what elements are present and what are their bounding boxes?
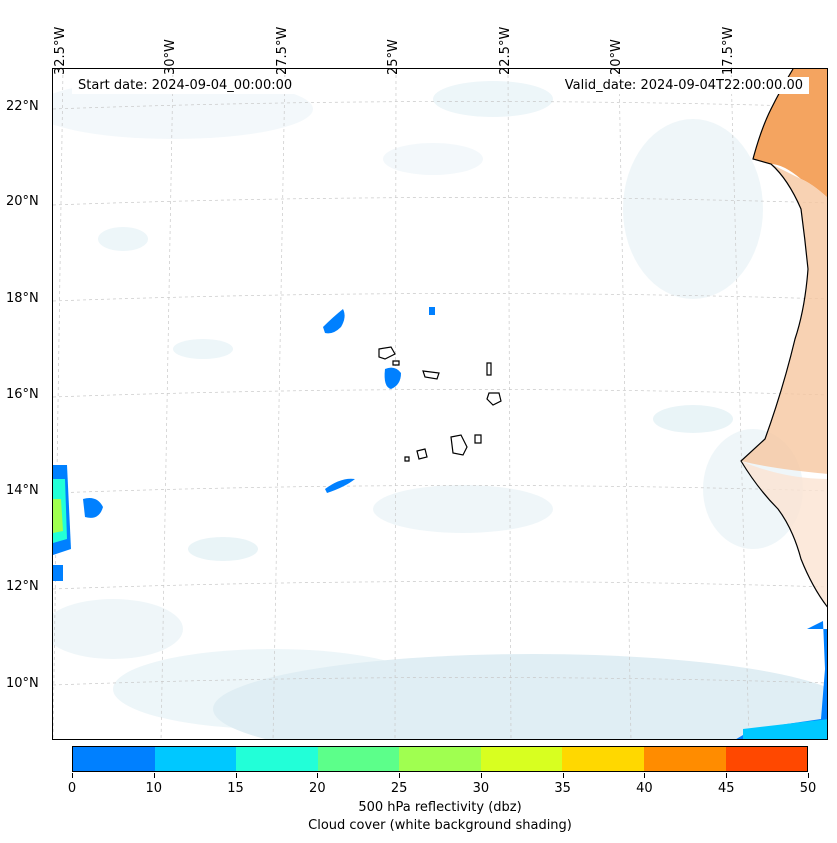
colorbar-tick	[399, 773, 401, 778]
colorbar-tick	[72, 773, 73, 778]
lat-label: 18°N	[6, 291, 39, 306]
colorbar-segment	[562, 747, 644, 771]
colorbar-tick	[726, 773, 728, 778]
valid-date-label: Valid_date: 2024-09-04T22:00:00.00	[558, 77, 809, 94]
africa-landmass	[740, 69, 827, 608]
map-canvas	[53, 69, 827, 739]
colorbar-tick	[235, 773, 237, 778]
lon-label: 17.5°W	[721, 26, 736, 75]
colorbar-tick-label: 40	[636, 781, 653, 796]
colorbar-segment	[399, 747, 481, 771]
colorbar-tick-label: 10	[145, 781, 163, 796]
colorbar-tick	[317, 773, 319, 778]
reflectivity-colorbar	[72, 746, 808, 772]
colorbar-segment	[317, 747, 400, 771]
colorbar-segment	[643, 747, 726, 771]
colorbar-label-line1: 500 hPa reflectivity (dbz)	[358, 800, 522, 815]
colorbar-label-line2: Cloud cover (white background shading)	[308, 818, 572, 833]
colorbar-tick-label: 0	[67, 781, 77, 796]
colorbar-segment	[236, 747, 318, 771]
colorbar-tick-label: 30	[472, 781, 490, 796]
colorbar-segment	[154, 747, 237, 771]
lat-label: 16°N	[6, 387, 39, 402]
lat-label: 10°N	[6, 676, 39, 691]
lon-label: 27.5°W	[275, 26, 290, 75]
reflectivity-cells	[53, 307, 827, 739]
lat-label: 20°N	[6, 194, 39, 209]
start-date-label: Start date: 2024-09-04_00:00:00	[72, 77, 299, 94]
lon-label: 20°W	[609, 39, 624, 75]
colorbar-tick-label: 35	[554, 781, 571, 796]
colorbar-tick	[644, 773, 646, 778]
colorbar-tick-label: 50	[799, 781, 817, 796]
colorbar-tick	[808, 773, 809, 778]
colorbar-segment	[480, 747, 563, 771]
colorbar-tick-label: 15	[227, 781, 244, 796]
colorbar-tick	[480, 773, 482, 778]
lon-label: 30°W	[163, 39, 178, 75]
graticule	[53, 69, 827, 739]
lon-label: 25°W	[386, 39, 401, 75]
lat-label: 22°N	[6, 99, 39, 114]
colorbar-tick-label: 25	[390, 781, 408, 796]
colorbar-tick	[153, 773, 155, 778]
map-panel	[52, 68, 828, 740]
lon-label: 22.5°W	[498, 26, 513, 75]
lat-label: 14°N	[6, 483, 39, 498]
colorbar-segment	[725, 747, 808, 771]
lat-label: 12°N	[6, 579, 39, 594]
colorbar-tick-label: 45	[717, 781, 735, 796]
colorbar-segment	[73, 747, 155, 771]
cloud-cover-shading	[53, 79, 827, 739]
cape-verde-islands	[378, 346, 502, 462]
colorbar-tick-label: 20	[309, 781, 326, 796]
lon-label: 32.5°W	[53, 26, 68, 75]
colorbar-tick	[562, 773, 564, 778]
